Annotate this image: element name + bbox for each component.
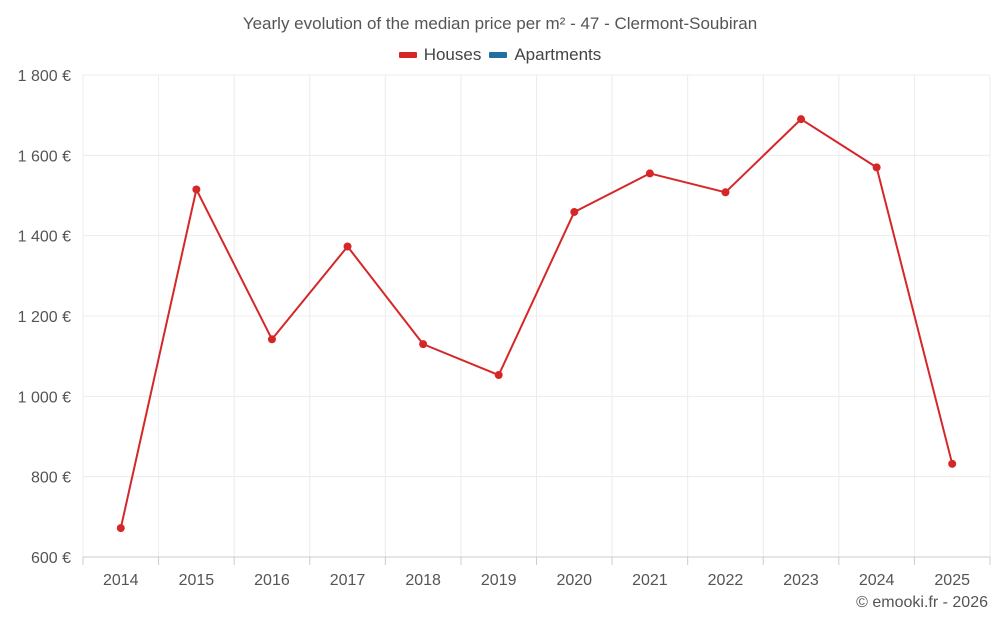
data-point-houses xyxy=(570,207,579,216)
data-point-houses xyxy=(267,335,276,344)
data-point-houses xyxy=(645,169,654,178)
legend-item-apartments[interactable]: Apartments xyxy=(489,45,601,65)
x-tick-label: 2016 xyxy=(254,572,290,589)
data-point-houses xyxy=(797,115,806,124)
data-point-houses xyxy=(494,371,503,380)
data-point-houses xyxy=(721,188,730,197)
chart-title: Yearly evolution of the median price per… xyxy=(242,14,758,33)
data-point-houses xyxy=(343,242,352,251)
x-tick-label: 2014 xyxy=(103,572,139,589)
data-point-houses xyxy=(872,163,881,172)
x-tick-label: 2015 xyxy=(179,572,215,589)
y-tick-label: 1 800 € xyxy=(18,68,71,85)
data-point-houses xyxy=(948,459,957,468)
data-point-houses xyxy=(116,524,125,533)
legend-label-houses: Houses xyxy=(423,45,482,64)
legend-item-houses[interactable]: Houses xyxy=(398,45,482,65)
x-tick-label: 2019 xyxy=(481,572,517,589)
x-tick-label: 2024 xyxy=(859,572,895,589)
credit-text: © emooki.fr - 2026 xyxy=(856,594,988,611)
x-tick-label: 2025 xyxy=(934,572,970,589)
data-point-houses xyxy=(419,340,428,349)
x-tick-label: 2018 xyxy=(405,572,441,589)
legend-swatch-houses xyxy=(398,52,417,58)
y-tick-label: 1 000 € xyxy=(18,389,71,406)
y-tick-label: 600 € xyxy=(31,550,71,567)
x-tick-label: 2022 xyxy=(708,572,744,589)
legend-swatch-apartments xyxy=(489,52,508,58)
y-tick-label: 1 400 € xyxy=(18,229,71,246)
x-tick-label: 2017 xyxy=(330,572,366,589)
x-tick-label: 2023 xyxy=(783,572,819,589)
y-tick-label: 1 200 € xyxy=(18,309,71,326)
x-tick-label: 2021 xyxy=(632,572,668,589)
series-line-houses xyxy=(119,118,954,529)
y-tick-label: 800 € xyxy=(31,470,71,487)
y-tick-label: 1 600 € xyxy=(18,148,71,165)
legend: Houses Apartments xyxy=(0,45,1000,65)
legend-label-apartments: Apartments xyxy=(514,45,602,64)
x-tick-label: 2020 xyxy=(556,572,592,589)
data-point-houses xyxy=(192,185,201,194)
